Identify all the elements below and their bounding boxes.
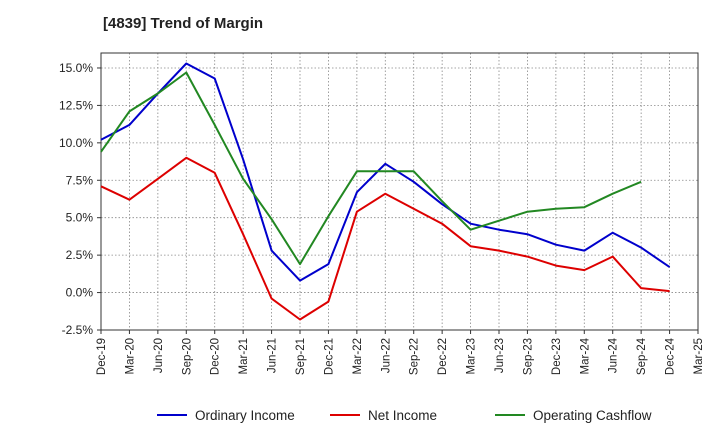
net-income-line <box>100 156 670 321</box>
y-tick-label: -2.5% <box>62 323 94 337</box>
x-tick-label: Jun-23 <box>494 338 506 373</box>
y-tick-label: 0.0% <box>66 286 94 300</box>
y-tick-label: 15.0% <box>59 61 93 75</box>
axis-layer: Dec-19 Mar-20 Jun-20 Sep-20 Dec-20 Mar-21 Jun-… <box>59 52 705 375</box>
x-tick-label: Jun-22 <box>380 338 392 373</box>
x-tick-label: Sep-20 <box>181 338 193 375</box>
x-tick-label: Sep-24 <box>636 337 648 375</box>
x-tick-label: Dec-23 <box>551 338 563 375</box>
x-tick-label: Dec-22 <box>437 338 449 375</box>
x-tick-label: Jun-20 <box>153 338 165 373</box>
x-tick-label: Mar-21 <box>238 338 250 374</box>
y-tick-label: 7.5% <box>66 173 94 187</box>
series-layer <box>100 62 671 321</box>
x-tick-label: Mar-20 <box>124 338 136 374</box>
chart-title: [4839] Trend of Margin <box>103 15 264 32</box>
ordinary-income-line <box>100 62 671 282</box>
x-tick-label: Sep-21 <box>295 338 307 375</box>
operating-cashflow-line <box>100 71 642 266</box>
x-tick-label: Jun-21 <box>267 338 279 373</box>
y-tick-label: 10.0% <box>59 136 93 150</box>
x-tick-label: Mar-25 <box>693 338 705 374</box>
x-tick-label: Mar-24 <box>579 337 591 374</box>
x-tick-label: Mar-23 <box>466 338 478 374</box>
ordinary-income-legend-label: Ordinary Income <box>195 408 295 423</box>
x-tick-label: Dec-20 <box>210 338 222 375</box>
x-tick-label: Dec-19 <box>96 338 108 375</box>
x-tick-label: Mar-22 <box>352 338 364 374</box>
net-income-legend-label: Net Income <box>368 408 437 423</box>
x-tick-label: Dec-24 <box>665 337 677 375</box>
x-tick-label: Jun-24 <box>608 337 620 373</box>
operating-cashflow-legend-label: Operating Cashflow <box>533 408 652 423</box>
x-tick-label: Sep-23 <box>522 338 534 375</box>
x-tick-label: Dec-21 <box>323 338 335 375</box>
legend: Ordinary Income Net Income Operating Cashf… <box>157 408 652 423</box>
y-tick-label: 5.0% <box>66 211 94 225</box>
x-tick-label: Sep-22 <box>409 338 421 375</box>
y-tick-label: 2.5% <box>66 248 94 262</box>
grid-layer <box>101 53 698 331</box>
plot-frame <box>100 52 699 331</box>
y-tick-label: 12.5% <box>59 98 93 112</box>
